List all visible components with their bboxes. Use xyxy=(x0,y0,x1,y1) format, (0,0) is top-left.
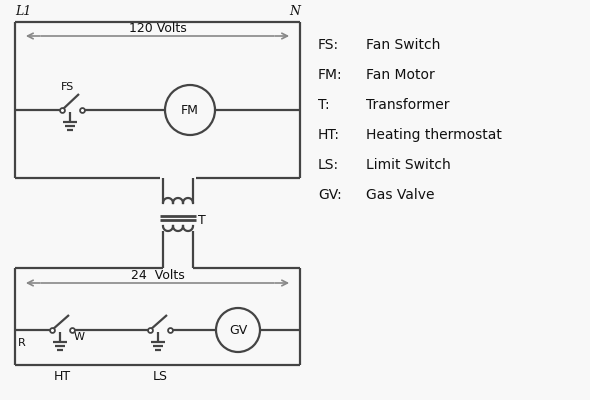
Text: W: W xyxy=(74,332,85,342)
Text: LS: LS xyxy=(152,370,168,383)
Text: R: R xyxy=(18,338,26,348)
Text: 24  Volts: 24 Volts xyxy=(130,269,184,282)
Text: T: T xyxy=(198,214,206,226)
Text: FS: FS xyxy=(61,82,74,92)
Text: FM:: FM: xyxy=(318,68,343,82)
Text: HT:: HT: xyxy=(318,128,340,142)
Text: T:: T: xyxy=(318,98,330,112)
Text: LS:: LS: xyxy=(318,158,339,172)
Text: FS:: FS: xyxy=(318,38,339,52)
Text: Gas Valve: Gas Valve xyxy=(366,188,434,202)
Text: N: N xyxy=(289,5,300,18)
Text: Transformer: Transformer xyxy=(366,98,450,112)
Text: Heating thermostat: Heating thermostat xyxy=(366,128,502,142)
Text: Limit Switch: Limit Switch xyxy=(366,158,451,172)
Text: FM: FM xyxy=(181,104,199,116)
Text: Fan Switch: Fan Switch xyxy=(366,38,440,52)
Text: 120 Volts: 120 Volts xyxy=(129,22,186,35)
Text: Fan Motor: Fan Motor xyxy=(366,68,435,82)
Text: GV: GV xyxy=(229,324,247,336)
Text: GV:: GV: xyxy=(318,188,342,202)
Text: L1: L1 xyxy=(15,5,31,18)
Text: HT: HT xyxy=(54,370,71,383)
